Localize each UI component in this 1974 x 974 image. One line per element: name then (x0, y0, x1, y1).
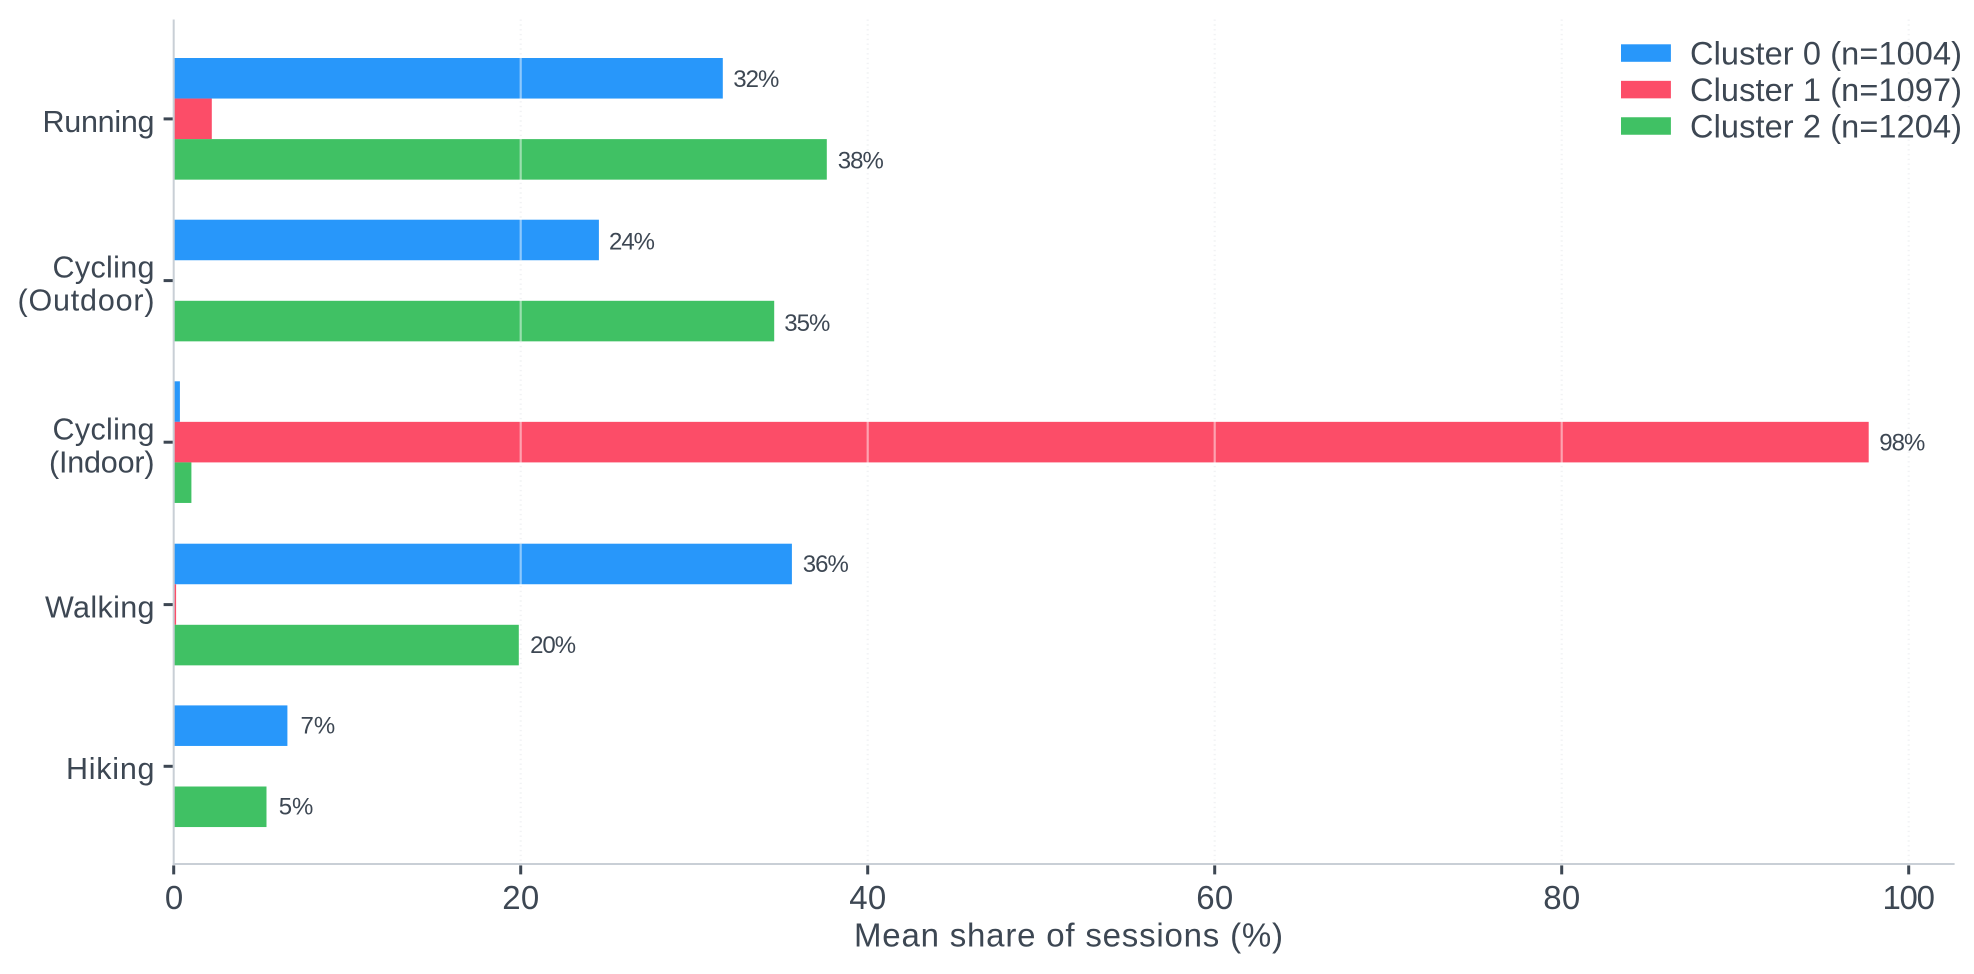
svg-text:Cycling: Cycling (53, 251, 155, 285)
svg-text:35%: 35% (784, 310, 830, 337)
svg-text:Hiking: Hiking (66, 752, 155, 786)
svg-text:20%: 20% (530, 632, 576, 659)
svg-text:36%: 36% (803, 551, 849, 578)
svg-text:7%: 7% (301, 712, 336, 739)
svg-text:32%: 32% (733, 66, 779, 93)
svg-text:98%: 98% (1879, 430, 1925, 457)
svg-text:Walking: Walking (45, 591, 155, 625)
svg-text:20: 20 (502, 879, 539, 916)
svg-text:24%: 24% (609, 229, 655, 256)
svg-text:Mean share of sessions (%): Mean share of sessions (%) (854, 917, 1283, 954)
svg-text:(Indoor): (Indoor) (49, 446, 155, 480)
svg-text:100: 100 (1882, 879, 1935, 916)
svg-text:0: 0 (165, 879, 183, 916)
svg-text:Cluster 2 (n=1204): Cluster 2 (n=1204) (1690, 109, 1962, 145)
svg-text:Cluster 0 (n=1004): Cluster 0 (n=1004) (1690, 36, 1962, 72)
svg-text:(Outdoor): (Outdoor) (18, 284, 155, 318)
svg-text:5%: 5% (279, 794, 314, 821)
svg-text:Cluster 1 (n=1097): Cluster 1 (n=1097) (1690, 72, 1962, 108)
svg-text:Running: Running (43, 105, 155, 139)
svg-text:Cycling: Cycling (53, 413, 155, 447)
svg-text:38%: 38% (838, 147, 884, 174)
svg-text:40: 40 (849, 879, 886, 916)
svg-text:80: 80 (1543, 879, 1580, 916)
svg-text:60: 60 (1196, 879, 1233, 916)
